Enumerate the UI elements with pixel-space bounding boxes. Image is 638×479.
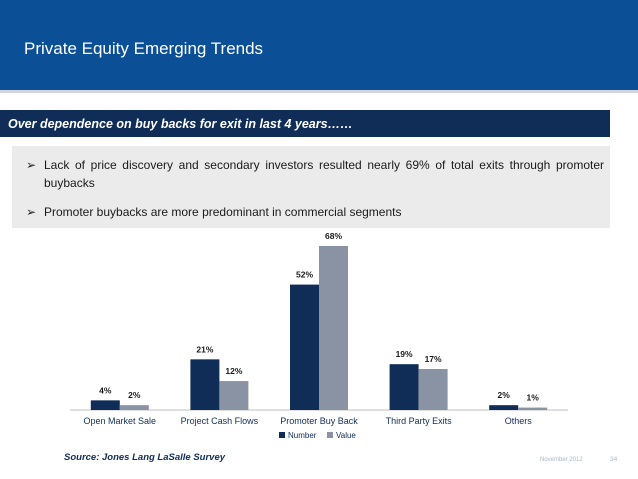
data-label: 52% <box>296 270 313 280</box>
bullet-item: ➢ Lack of price discovery and secondary … <box>26 156 606 194</box>
category-label: Project Cash Flows <box>181 416 259 426</box>
data-label: 1% <box>527 393 540 403</box>
bar-number <box>290 284 319 410</box>
banner-text: Over dependence on buy backs for exit in… <box>8 117 353 131</box>
legend-swatch-number <box>279 432 285 438</box>
arrow-bullet-icon: ➢ <box>26 205 37 219</box>
data-label: 21% <box>196 344 213 354</box>
data-label: 19% <box>396 349 413 359</box>
category-label: Open Market Sale <box>84 416 157 426</box>
data-label: 17% <box>425 354 442 364</box>
bar-number <box>90 400 120 410</box>
bullet-box: ➢ Lack of price discovery and secondary … <box>12 146 610 228</box>
bar-value <box>518 407 548 410</box>
bar-value <box>319 246 348 410</box>
legend-swatch-value <box>327 432 333 438</box>
legend-label: Value <box>336 431 356 440</box>
category-label: Third Party Exits <box>386 416 453 426</box>
page-title: Private Equity Emerging Trends <box>24 39 264 58</box>
source-note: Source: Jones Lang LaSalle Survey <box>64 452 226 463</box>
header-bar: Private Equity Emerging Trends <box>0 0 638 90</box>
data-label: 68% <box>325 231 342 241</box>
bar-number <box>489 405 519 410</box>
bar-value <box>119 405 149 410</box>
bullet-text: Promoter buybacks are more predominant i… <box>44 205 402 219</box>
category-label: Promoter Buy Back <box>280 416 358 426</box>
arrow-bullet-icon: ➢ <box>26 158 37 172</box>
bar-value <box>219 381 249 410</box>
bullet-text: Lack of price discovery and secondary in… <box>44 158 604 190</box>
bar-number <box>389 364 419 410</box>
header-divider <box>0 90 638 93</box>
page-number: 34 <box>610 456 618 463</box>
bar-value <box>418 369 448 410</box>
data-label: 2% <box>498 390 511 400</box>
bullet-item: ➢ Promoter buybacks are more predominant… <box>26 203 606 221</box>
data-label: 12% <box>225 366 242 376</box>
legend-label: Number <box>288 431 317 440</box>
section-banner: Over dependence on buy backs for exit in… <box>0 110 610 137</box>
footer-date: November 2012 <box>540 457 583 463</box>
bar-chart: 4% 2% Open Market Sale 21% 12% Project Cash F… <box>70 231 568 440</box>
bar-number <box>190 359 220 410</box>
data-label: 4% <box>99 385 112 395</box>
data-label: 2% <box>128 390 141 400</box>
category-label: Others <box>505 416 533 426</box>
